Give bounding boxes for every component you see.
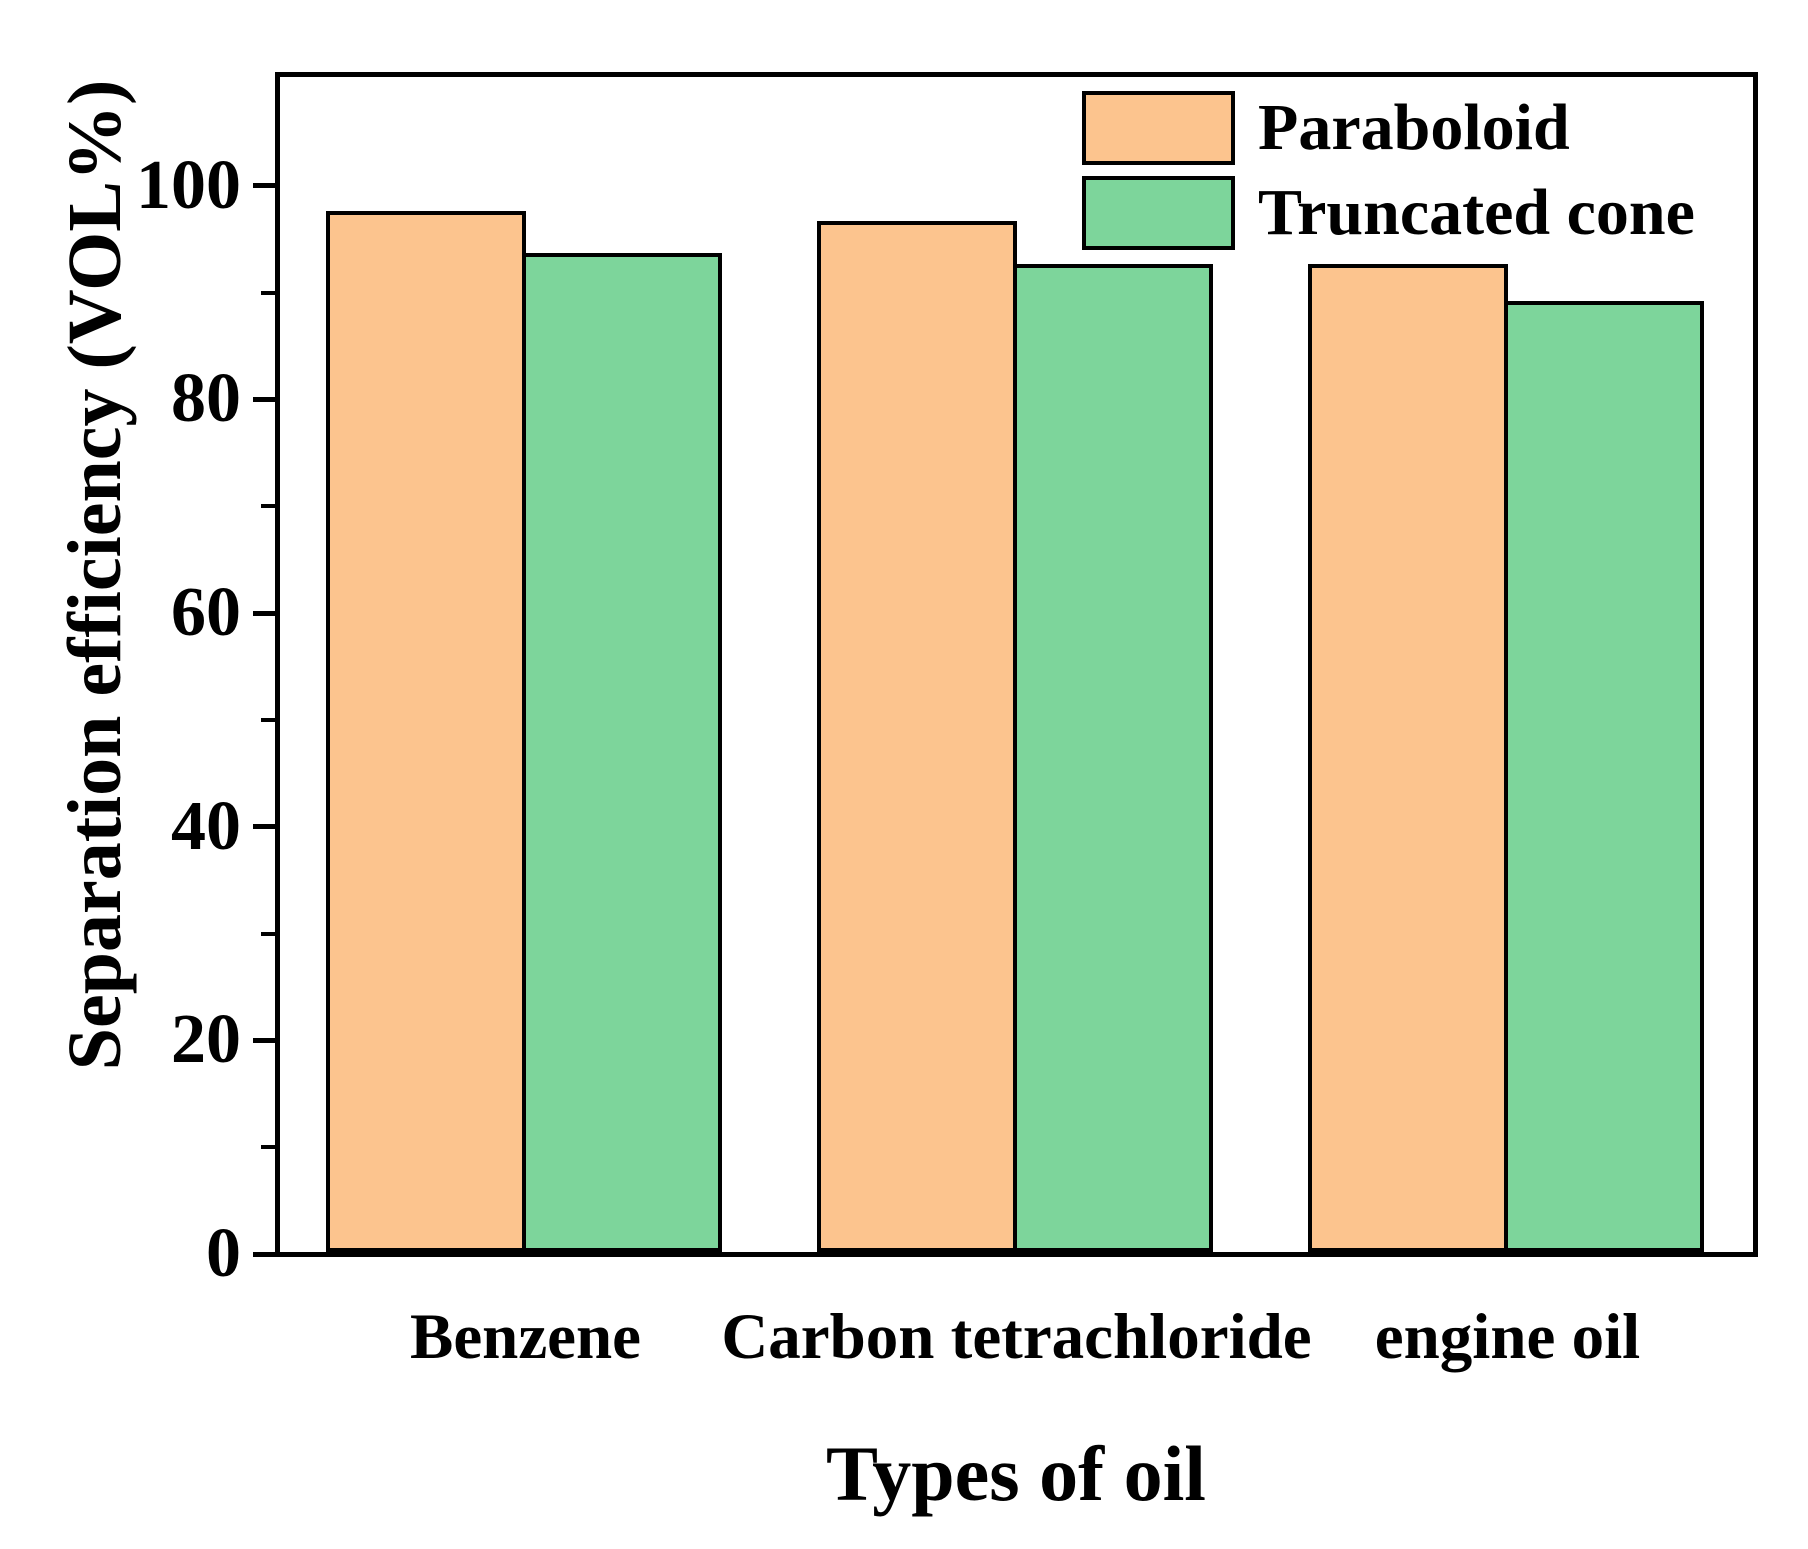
legend-label: Paraboloid — [1258, 91, 1570, 164]
legend-label: Truncated cone — [1258, 176, 1695, 249]
y-tick-label: 60 — [171, 574, 241, 652]
y-minor-tick — [261, 1145, 275, 1150]
y-minor-tick — [261, 931, 275, 936]
y-major-tick — [253, 1037, 275, 1043]
legend-swatch-truncated-cone — [1082, 176, 1235, 250]
y-minor-tick — [261, 717, 275, 722]
y-tick-label: 80 — [171, 360, 241, 438]
legend-swatch-paraboloid — [1082, 91, 1235, 165]
y-major-tick — [253, 1251, 275, 1257]
category-label: engine oil — [1374, 1301, 1641, 1373]
bar-truncated-cone — [1503, 301, 1704, 1252]
y-minor-tick — [261, 504, 275, 509]
y-major-tick — [253, 396, 275, 402]
y-tick-label: 0 — [206, 1215, 241, 1292]
bar-paraboloid — [1307, 264, 1508, 1252]
bar-truncated-cone — [1012, 264, 1213, 1252]
y-minor-tick — [261, 290, 275, 295]
x-axis-title: Types of oil — [826, 1430, 1206, 1517]
category-label: Carbon tetrachloride — [721, 1301, 1312, 1373]
y-tick-label: 40 — [171, 787, 241, 865]
y-major-tick — [253, 183, 275, 189]
y-tick-label: 100 — [136, 146, 241, 224]
y-major-tick — [253, 610, 275, 616]
bar-paraboloid — [816, 221, 1017, 1252]
category-label: Benzene — [409, 1301, 642, 1373]
bar-truncated-cone — [521, 253, 722, 1252]
plot-area — [275, 72, 1758, 1257]
y-tick-label: 20 — [171, 1001, 241, 1079]
bar-paraboloid — [325, 211, 526, 1252]
y-major-tick — [253, 824, 275, 830]
